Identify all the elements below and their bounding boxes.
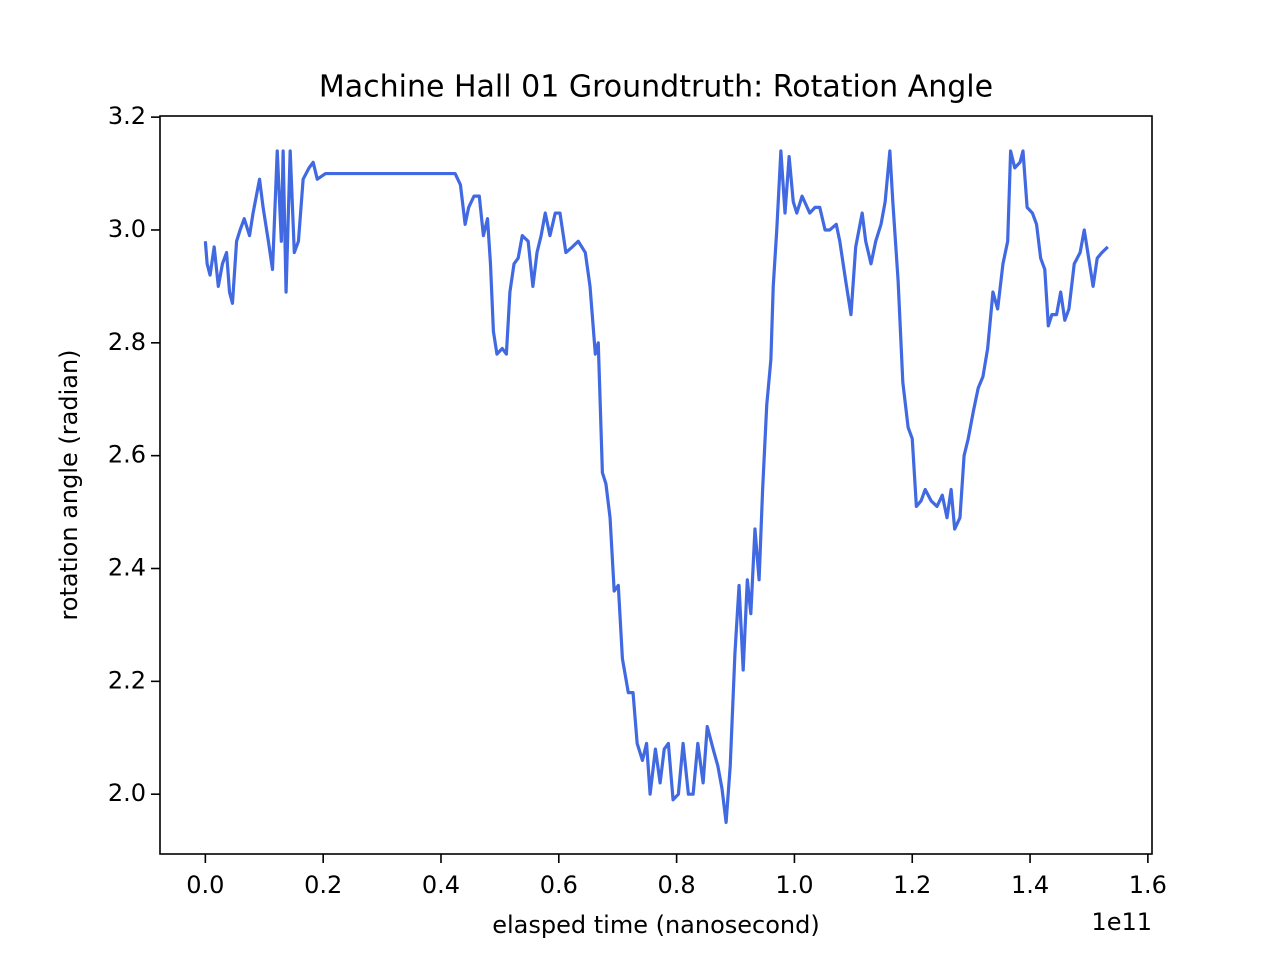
y-axis-label: rotation angle (radian) [55, 349, 83, 620]
x-tick-label: 1.4 [1011, 871, 1049, 899]
data-line [203, 149, 1109, 824]
chart-title: Machine Hall 01 Groundtruth: Rotation An… [319, 70, 993, 105]
x-tick-label: 0.6 [540, 871, 578, 899]
y-tick-label: 2.6 [108, 441, 146, 469]
y-tick-label: 3.0 [108, 215, 146, 243]
y-tick-label: 2.0 [108, 779, 146, 807]
x-tick-label: 0.8 [658, 871, 696, 899]
x-tick-label: 1.2 [893, 871, 931, 899]
plot-frame [159, 115, 1153, 855]
x-tick-label: 0.2 [304, 871, 342, 899]
y-tick-label: 2.2 [108, 666, 146, 694]
x-axis-label: elasped time (nanosecond) [492, 911, 820, 939]
x-tick-label: 1.0 [775, 871, 813, 899]
x-tick-label: 0.4 [422, 871, 460, 899]
y-tick-label: 2.8 [108, 328, 146, 356]
y-tick-label: 3.2 [108, 102, 146, 130]
x-tick-label: 0.0 [186, 871, 224, 899]
y-tick-label: 2.4 [108, 554, 146, 582]
x-offset-label: 1e11 [1091, 908, 1152, 936]
x-tick-label: 1.6 [1129, 871, 1167, 899]
